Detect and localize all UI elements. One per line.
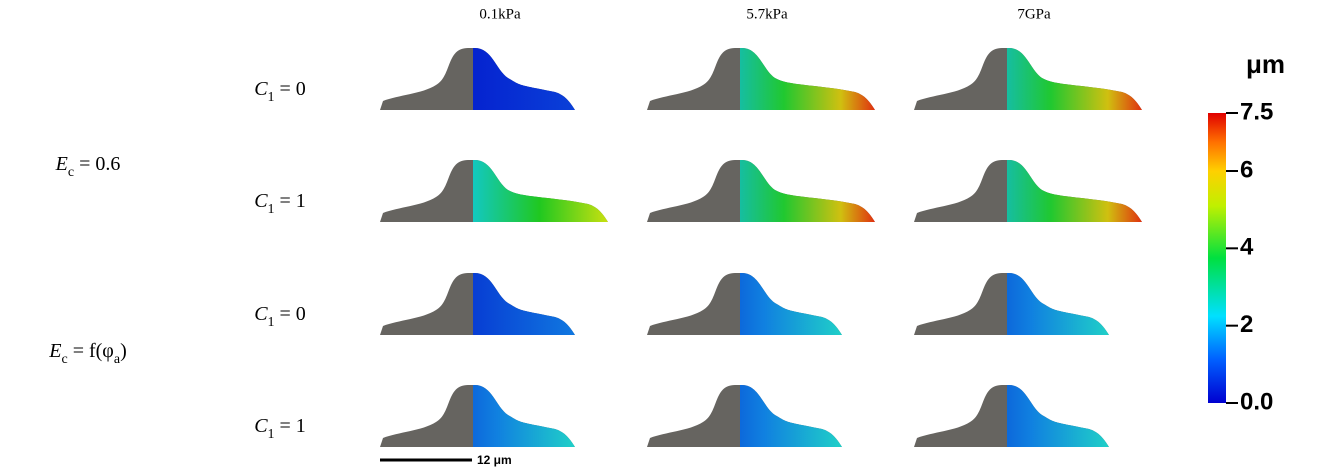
cell-displacement (1007, 48, 1142, 110)
row-label: C1 = 0 (254, 78, 306, 105)
row-label: C1 = 1 (254, 190, 306, 217)
label-part: c (61, 352, 67, 367)
label-part: = 0 (275, 303, 306, 325)
label-part: C (254, 415, 268, 437)
label-part: a (114, 352, 121, 367)
colorbar-tick-label: 4 (1240, 234, 1254, 261)
group-label: Ec = 0.6 (55, 153, 121, 180)
label-part: 1 (268, 202, 275, 217)
label-part: C (254, 303, 268, 325)
label-part: C (254, 190, 268, 212)
colorbar-tick-label: 0.0 (1240, 388, 1273, 415)
colorbar-tick-label: 7.5 (1240, 98, 1273, 125)
colorbar-tick-label: 6 (1240, 156, 1253, 183)
label-part: E (55, 153, 68, 175)
label-part: = 0 (275, 78, 306, 100)
label-part: = 0.6 (74, 153, 120, 175)
colorbar (1208, 113, 1226, 403)
scale-bar-label: 12 μm (477, 453, 512, 467)
label-part: 1 (268, 315, 275, 330)
column-header: 7GPa (1017, 6, 1051, 22)
cell-displacement (740, 385, 842, 447)
label-part: = 1 (275, 415, 306, 437)
cell-displacement (740, 48, 875, 110)
label-part: c (68, 165, 74, 180)
cell-displacement (1007, 273, 1109, 335)
row-label: C1 = 1 (254, 415, 306, 442)
cell-displacement (473, 273, 575, 335)
cell-grid (380, 48, 1142, 447)
column-header: 5.7kPa (746, 6, 788, 22)
label-part: = f(φ (68, 340, 114, 362)
row-label: C1 = 0 (254, 303, 306, 330)
label-part: ) (120, 340, 127, 362)
label-part: 1 (268, 427, 275, 442)
cell-displacement (473, 160, 608, 222)
colorbar-tick-label: 2 (1240, 311, 1253, 338)
cell-displacement (740, 160, 875, 222)
cell-displacement (473, 385, 575, 447)
label-part: = 1 (275, 190, 306, 212)
cell-displacement (740, 273, 842, 335)
cell-displacement (1007, 160, 1142, 222)
label-part: 1 (268, 90, 275, 105)
colorbar-unit: μm (1246, 49, 1285, 79)
column-header: 0.1kPa (479, 6, 521, 22)
cell-displacement (1007, 385, 1109, 447)
cell-displacement (473, 48, 575, 110)
label-part: C (254, 78, 268, 100)
label-part: E (48, 340, 61, 362)
group-label: Ec = f(φa) (48, 340, 126, 367)
